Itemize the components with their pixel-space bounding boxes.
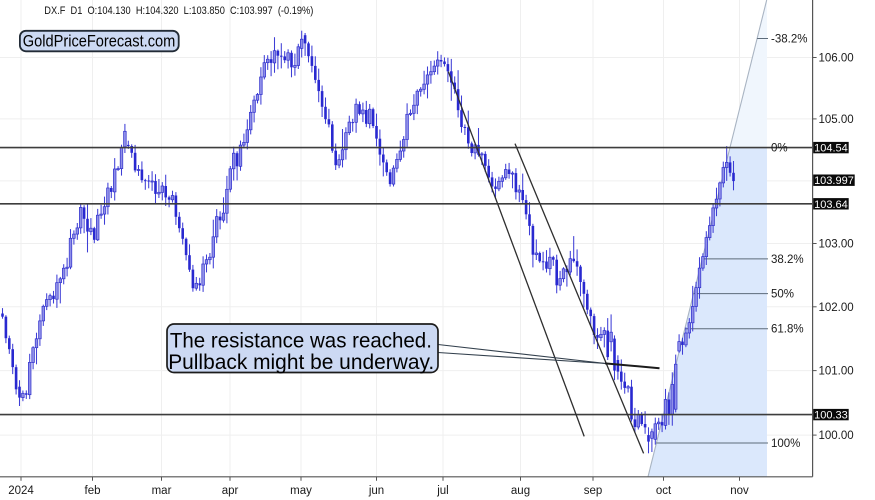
svg-text:106.00: 106.00	[819, 53, 854, 65]
svg-text:103.64: 103.64	[814, 199, 848, 211]
svg-text:mar: mar	[152, 485, 172, 497]
svg-text:50%: 50%	[771, 289, 794, 301]
svg-text:oct: oct	[656, 485, 672, 497]
svg-text:-38.2%: -38.2%	[771, 34, 807, 46]
svg-text:101.00: 101.00	[819, 366, 854, 378]
svg-text:Pullback might be underway.: Pullback might be underway.	[168, 351, 434, 374]
svg-text:102.00: 102.00	[819, 302, 854, 314]
svg-text:61.8%: 61.8%	[771, 324, 804, 336]
svg-text:104.54: 104.54	[814, 143, 848, 155]
svg-text:apr: apr	[222, 485, 239, 497]
svg-text:GoldPriceForecast.com: GoldPriceForecast.com	[23, 32, 176, 51]
svg-text:0%: 0%	[771, 143, 788, 155]
svg-text:jul: jul	[436, 485, 449, 497]
svg-text:38.2%: 38.2%	[771, 254, 804, 266]
svg-text:jun: jun	[368, 485, 384, 497]
svg-text:aug: aug	[511, 485, 530, 497]
svg-text:100.00: 100.00	[819, 430, 854, 442]
svg-text:The resistance was reached.: The resistance was reached.	[170, 330, 432, 353]
svg-text:100.33: 100.33	[814, 410, 848, 422]
svg-text:DX.F D1 O:104.130 H:104.320: DX.F D1 O:104.130 H:104.320 L:103.850 C:…	[44, 5, 313, 17]
svg-text:nov: nov	[730, 485, 749, 497]
svg-text:feb: feb	[85, 485, 101, 497]
svg-text:105.00: 105.00	[819, 114, 854, 126]
svg-text:2024: 2024	[8, 485, 34, 497]
svg-text:may: may	[290, 485, 312, 497]
svg-text:103.00: 103.00	[819, 239, 854, 251]
svg-text:sep: sep	[584, 485, 603, 497]
svg-text:100%: 100%	[771, 438, 800, 450]
svg-text:103.997: 103.997	[814, 175, 854, 187]
